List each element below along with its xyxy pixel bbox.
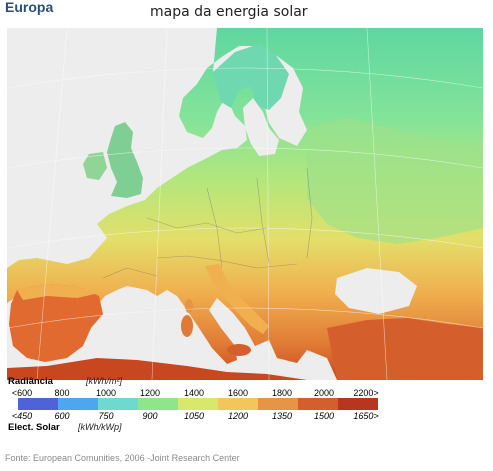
- legend-bottom-tick: 1650>: [353, 411, 379, 421]
- legend-top-tick: 1200: [139, 388, 161, 398]
- turkey: [327, 318, 483, 380]
- legend-bottom-tick: 1200: [227, 411, 249, 421]
- solar-map: [7, 28, 483, 380]
- scandinavia: [213, 44, 289, 110]
- legend-bottom-label: Elect. Solar: [8, 422, 60, 433]
- graticule: [7, 28, 483, 380]
- legend-color-bar: [18, 398, 378, 410]
- corsica: [185, 299, 193, 313]
- legend: Radiância [kWh/m²] <600 800 1000 1200 14…: [0, 376, 493, 436]
- legend-top-tick: 1000: [95, 388, 117, 398]
- legend-color-swatch: [258, 398, 298, 410]
- legend-top-tick: 1800: [271, 388, 293, 398]
- legend-bottom-tick: 750: [98, 411, 114, 421]
- sardinia: [181, 315, 193, 337]
- legend-color-swatch: [218, 398, 258, 410]
- map-subtitle: mapa da energia solar: [150, 4, 308, 20]
- great-britain: [107, 122, 143, 198]
- legend-top-tick: <600: [11, 388, 33, 398]
- map-title: Europa: [5, 0, 54, 15]
- legend-color-swatch: [98, 398, 138, 410]
- legend-bottom-tick: 1050: [183, 411, 205, 421]
- legend-bottom-unit: [kWh/kWp]: [78, 422, 122, 432]
- source-note: Fonte: European Comunities, 2006 -Joint …: [5, 453, 240, 463]
- legend-bottom-tick: 900: [142, 411, 158, 421]
- ireland: [83, 152, 107, 180]
- legend-top-tick: 800: [54, 388, 70, 398]
- legend-top-unit: [kWh/m²]: [86, 376, 122, 386]
- black-sea: [335, 268, 417, 314]
- legend-color-swatch: [298, 398, 338, 410]
- legend-bottom-tick: 600: [54, 411, 70, 421]
- legend-color-swatch: [58, 398, 98, 410]
- legend-color-swatch: [18, 398, 58, 410]
- legend-bottom-tick: 1350: [271, 411, 293, 421]
- iberia-north: [17, 284, 95, 300]
- legend-top-label: Radiância: [8, 376, 53, 387]
- legend-top-tick: 1400: [183, 388, 205, 398]
- legend-top-tick: 2000: [313, 388, 335, 398]
- east-europe-green: [307, 118, 483, 244]
- north-africa: [7, 358, 307, 380]
- country-borders: [102, 167, 313, 279]
- italy: [205, 264, 269, 334]
- legend-top-tick: 2200>: [353, 388, 379, 398]
- legend-color-swatch: [138, 398, 178, 410]
- legend-top-tick: 1600: [227, 388, 249, 398]
- legend-bottom-tick: 1500: [313, 411, 335, 421]
- baltic-sea: [243, 98, 279, 156]
- legend-bottom-tick: <450: [11, 411, 33, 421]
- iberia: [9, 284, 103, 362]
- sicily: [227, 344, 251, 356]
- legend-color-swatch: [178, 398, 218, 410]
- legend-color-swatch: [338, 398, 378, 410]
